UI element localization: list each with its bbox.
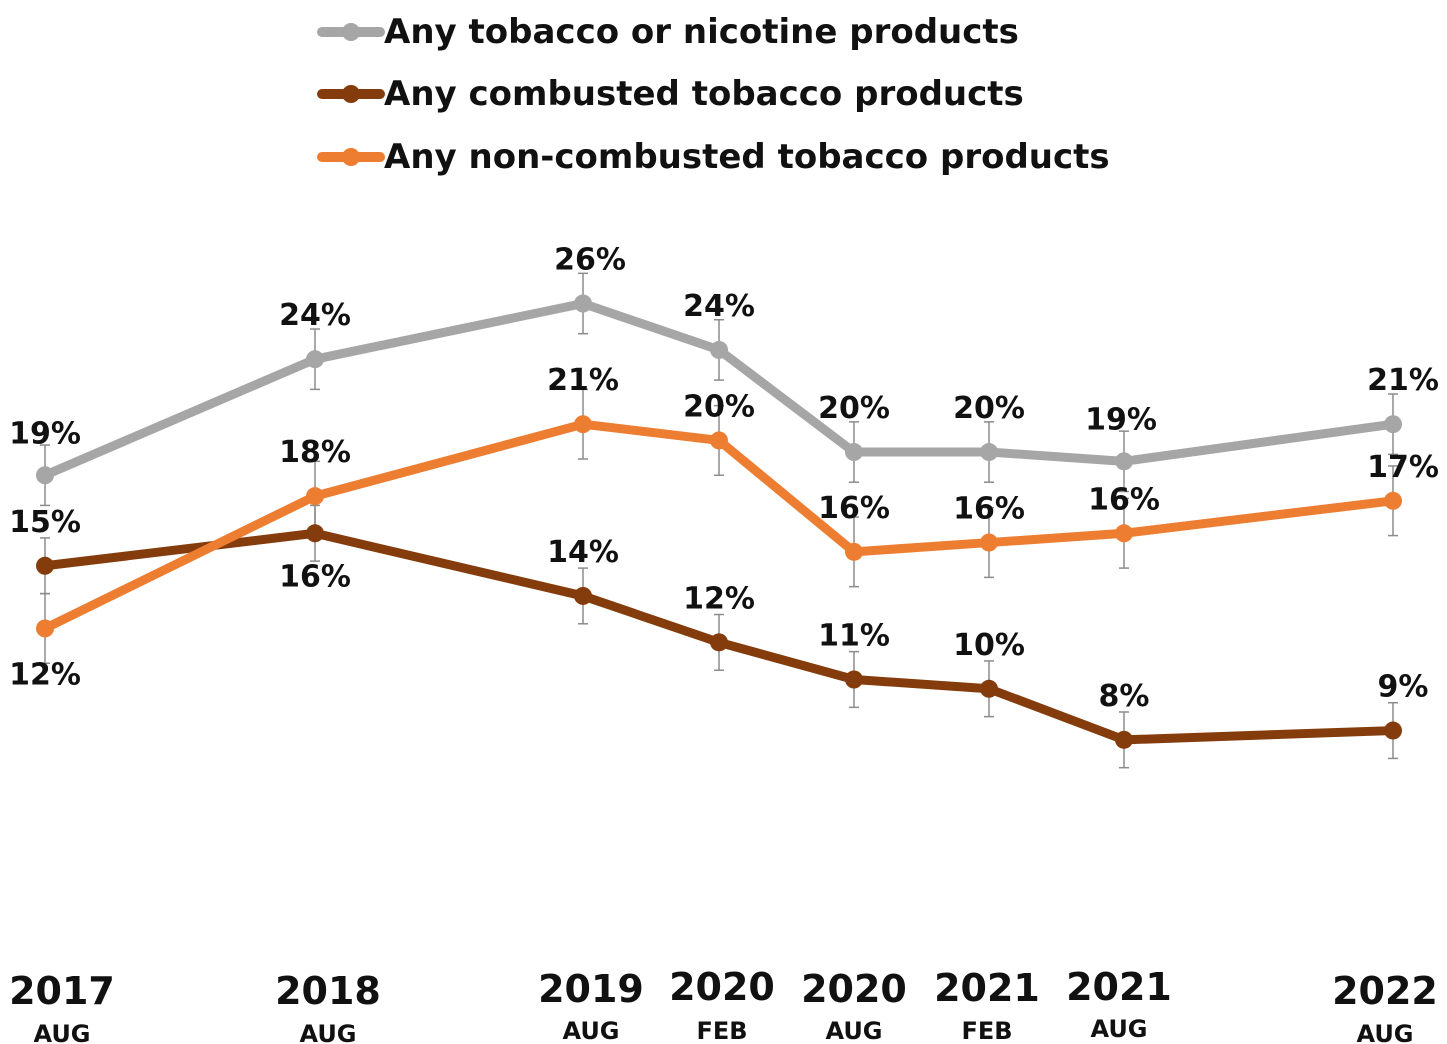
x-tick-month: AUG: [1356, 1020, 1413, 1044]
data-label: 15%: [9, 505, 81, 540]
data-point: [845, 443, 863, 462]
data-label: 20%: [818, 391, 890, 426]
chart-legend: Any tobacco or nicotine products Any comb…: [317, 12, 1110, 177]
data-label: 14%: [547, 535, 619, 570]
data-point: [36, 466, 54, 485]
data-label: 20%: [953, 391, 1025, 426]
data-point: [710, 431, 728, 450]
data-point: [710, 633, 728, 652]
data-point: [574, 294, 592, 313]
data-label: 20%: [683, 389, 755, 424]
legend-marker-0: [342, 23, 360, 41]
x-tick-month: AUG: [33, 1020, 90, 1044]
data-point: [1115, 524, 1133, 543]
data-label: 18%: [279, 435, 351, 470]
data-point: [1115, 452, 1133, 471]
legend-label-1: Any combusted tobacco products: [384, 74, 1024, 114]
data-label: 11%: [818, 619, 890, 654]
data-label: 16%: [279, 559, 351, 594]
x-tick-year: 2017: [9, 969, 115, 1013]
data-label: 16%: [953, 492, 1025, 527]
data-point: [574, 586, 592, 605]
data-point: [306, 487, 324, 506]
data-label: 17%: [1367, 450, 1439, 485]
data-label: 16%: [1088, 482, 1160, 517]
data-label: 19%: [9, 416, 81, 451]
data-label: 12%: [9, 657, 81, 692]
data-point: [1115, 730, 1133, 749]
x-tick-year: 2018: [275, 969, 381, 1013]
x-tick-year: 2021: [1066, 965, 1172, 1009]
series-line-1: [40, 528, 1398, 745]
series-lines: [40, 298, 1398, 745]
data-label: 9%: [1378, 670, 1429, 705]
x-tick-year: 2020: [801, 967, 907, 1011]
data-point: [980, 443, 998, 462]
data-point: [710, 340, 728, 359]
data-point: [1384, 415, 1402, 434]
data-label: 26%: [554, 242, 626, 277]
legend-marker-2: [342, 148, 360, 166]
legend-label-2: Any non-combusted tobacco products: [384, 137, 1110, 177]
data-point: [574, 415, 592, 434]
legend-label-0: Any tobacco or nicotine products: [384, 12, 1019, 52]
data-label: 24%: [279, 298, 351, 333]
x-tick-year: 2021: [934, 966, 1040, 1010]
data-label: 24%: [683, 289, 755, 324]
data-point: [1384, 491, 1402, 510]
x-tick-year: 2019: [538, 967, 644, 1011]
data-label: 19%: [1085, 402, 1157, 437]
x-tick-month: AUG: [562, 1017, 619, 1044]
data-labels: 19% 24% 26% 24% 20% 20% 19% 21% 15% 16% 14% 12% 11% 1…: [9, 242, 1439, 713]
data-point: [845, 542, 863, 561]
x-axis-labels: 2017 AUG 2018 AUG 2019 AUG 2020 FEB 2020 AUG 2021 F…: [9, 965, 1438, 1044]
x-tick-year: 2020: [669, 965, 775, 1009]
data-point: [845, 670, 863, 689]
data-point: [36, 619, 54, 638]
series-line-0: [40, 298, 1398, 480]
data-label: 16%: [818, 491, 890, 526]
x-tick-month: FEB: [961, 1017, 1012, 1044]
data-point: [980, 533, 998, 552]
data-point: [980, 679, 998, 698]
x-tick-month: AUG: [825, 1017, 882, 1044]
x-tick-month: AUG: [299, 1020, 356, 1044]
series-line-2: [40, 419, 1398, 633]
x-tick-month: FEB: [696, 1017, 747, 1044]
data-label: 21%: [1367, 363, 1439, 398]
data-point: [306, 524, 324, 543]
data-point: [36, 556, 54, 575]
data-label: 10%: [953, 628, 1025, 663]
legend-marker-1: [342, 85, 360, 103]
data-label: 21%: [547, 363, 619, 398]
data-points: [36, 294, 1402, 749]
data-label: 8%: [1099, 679, 1150, 714]
data-point: [306, 350, 324, 369]
x-tick-year: 2022: [1332, 969, 1438, 1013]
data-label: 12%: [683, 581, 755, 616]
data-point: [1384, 721, 1402, 740]
x-tick-month: AUG: [1090, 1015, 1147, 1043]
